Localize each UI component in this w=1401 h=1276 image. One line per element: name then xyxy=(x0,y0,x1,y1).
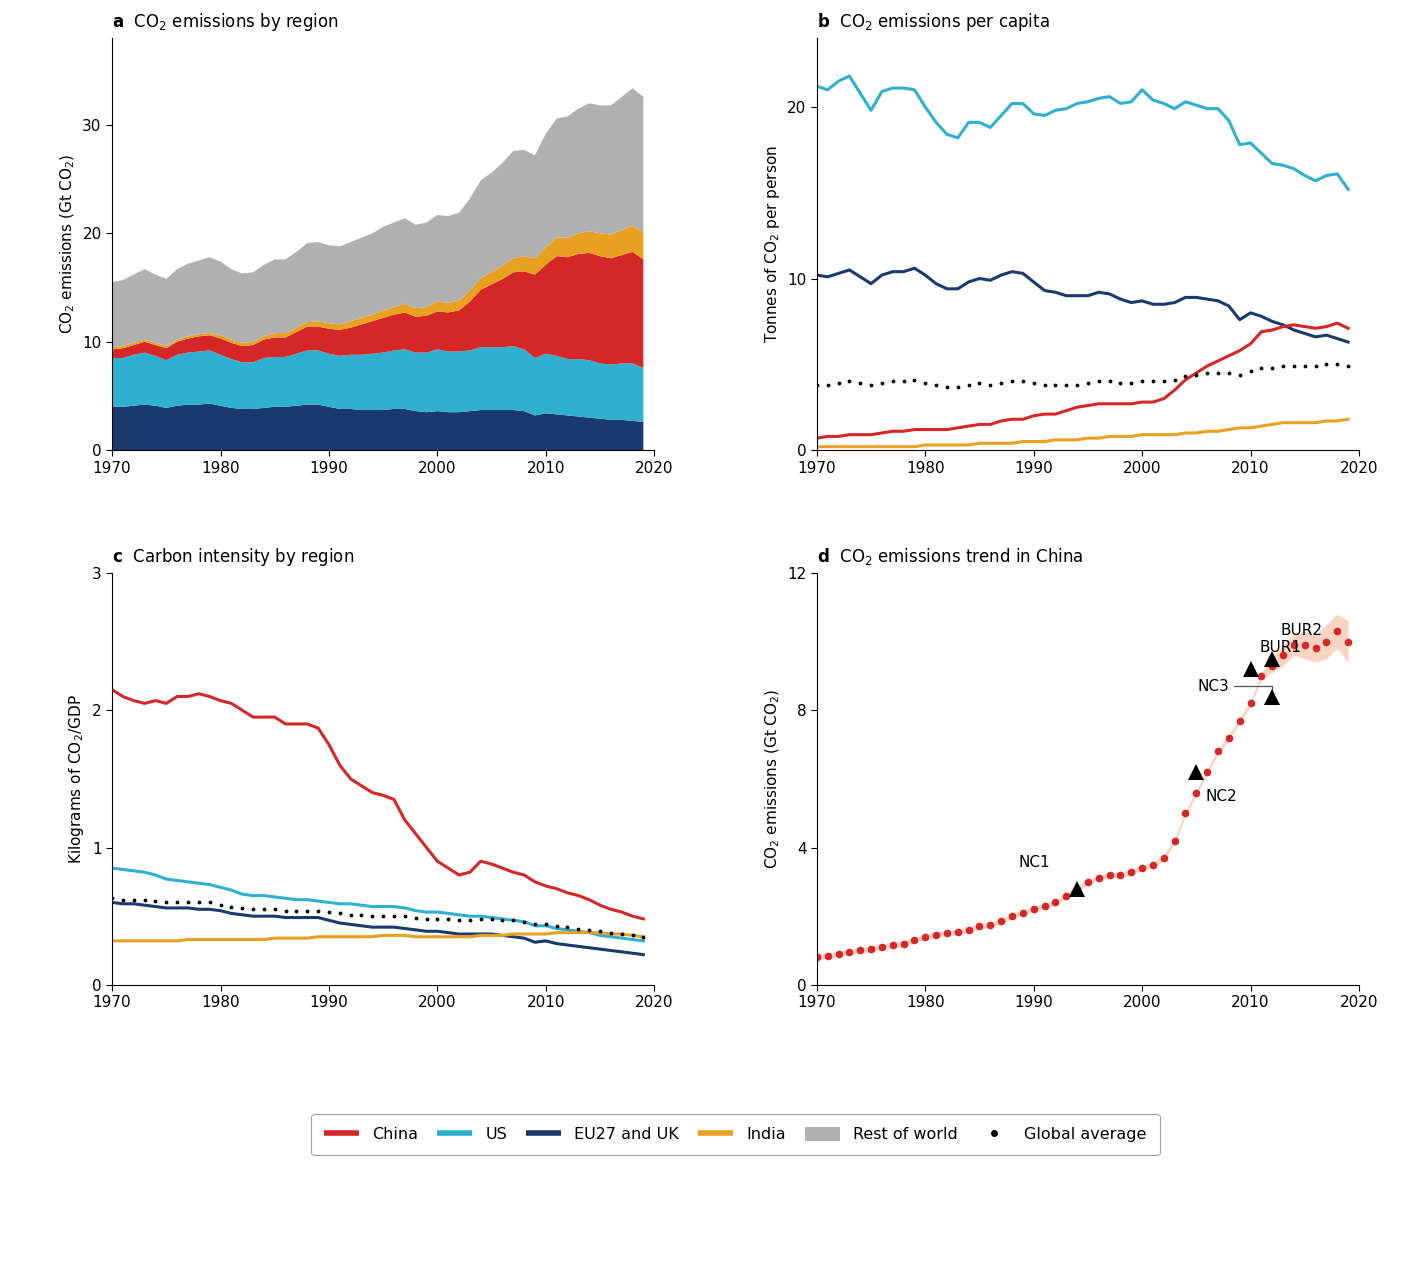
Text: $\bf{d}$  CO$_2$ emissions trend in China: $\bf{d}$ CO$_2$ emissions trend in China xyxy=(817,546,1083,567)
Text: $\bf{c}$  Carbon intensity by region: $\bf{c}$ Carbon intensity by region xyxy=(112,546,354,568)
Text: BUR2: BUR2 xyxy=(1281,623,1323,638)
Y-axis label: CO$_2$ emissions (Gt CO$_2$): CO$_2$ emissions (Gt CO$_2$) xyxy=(764,689,782,869)
Text: $\bf{b}$  CO$_2$ emissions per capita: $\bf{b}$ CO$_2$ emissions per capita xyxy=(817,11,1049,33)
Y-axis label: Tonnes of CO$_2$ per person: Tonnes of CO$_2$ per person xyxy=(762,145,782,343)
Legend: China, US, EU27 and UK, India, Rest of world, Global average: China, US, EU27 and UK, India, Rest of w… xyxy=(311,1114,1160,1155)
Y-axis label: Kilograms of CO$_2$/GDP: Kilograms of CO$_2$/GDP xyxy=(67,694,87,864)
Text: NC3: NC3 xyxy=(1196,679,1272,694)
Text: BUR1: BUR1 xyxy=(1259,641,1302,656)
Text: NC1: NC1 xyxy=(1019,855,1049,870)
Text: $\bf{a}$  CO$_2$ emissions by region: $\bf{a}$ CO$_2$ emissions by region xyxy=(112,11,339,33)
Y-axis label: CO$_2$ emissions (Gt CO$_2$): CO$_2$ emissions (Gt CO$_2$) xyxy=(59,154,77,334)
Text: NC2: NC2 xyxy=(1205,789,1237,804)
